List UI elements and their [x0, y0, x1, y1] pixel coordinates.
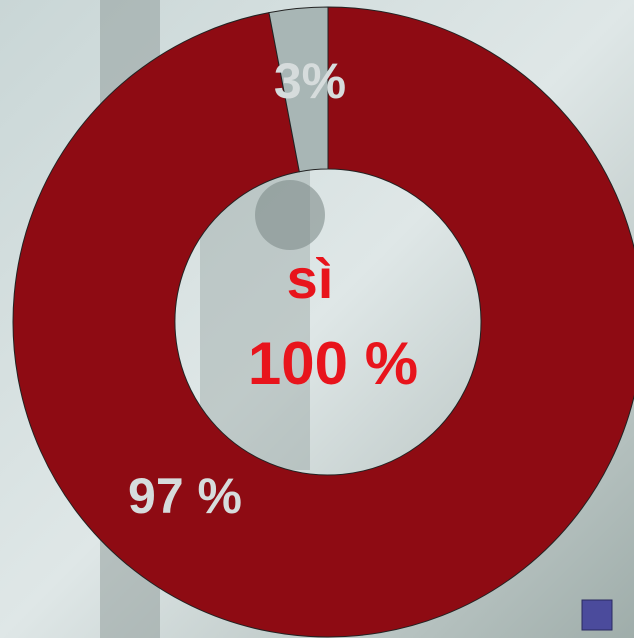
- center-label: sì: [287, 247, 334, 310]
- donut: [12, 6, 634, 638]
- value-label: 97 %: [128, 468, 242, 524]
- antenna-shape: [255, 180, 325, 250]
- center-label: 100 %: [248, 330, 418, 397]
- value-label: 3%: [274, 53, 346, 109]
- donut-slice: [12, 6, 634, 638]
- nav-square[interactable]: [581, 599, 613, 631]
- donut-slice: [268, 6, 329, 173]
